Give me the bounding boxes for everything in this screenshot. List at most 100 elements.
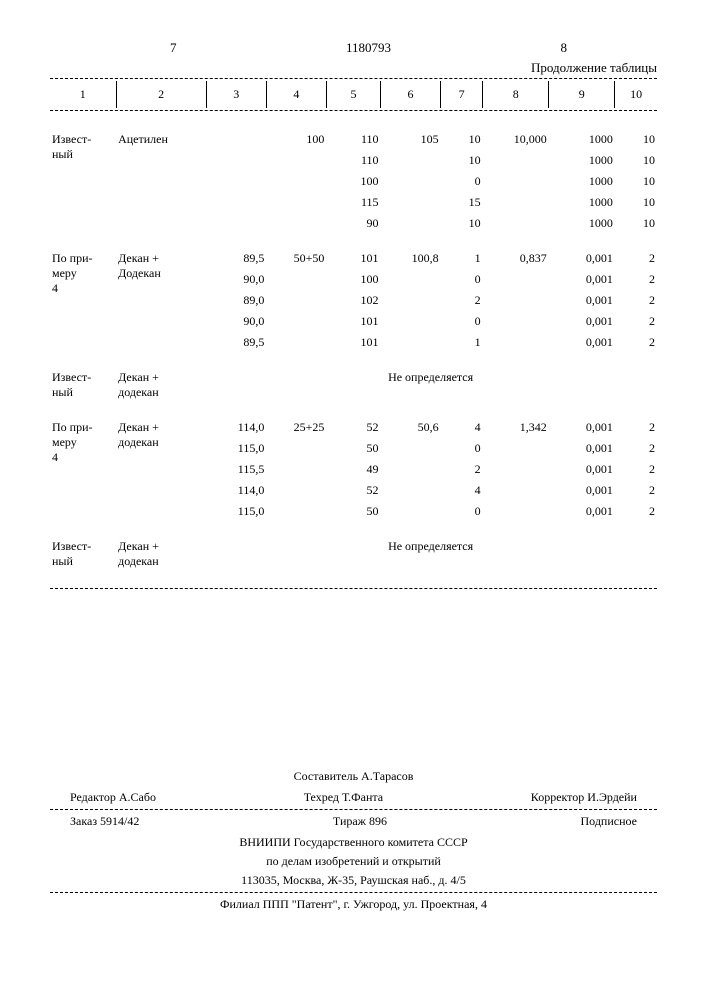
- cell: [381, 269, 441, 290]
- cell: 50: [326, 438, 380, 459]
- cell: [266, 332, 326, 353]
- compiler: Составитель А.Тарасов: [50, 769, 657, 784]
- tech: Техред Т.Фанта: [304, 790, 383, 805]
- cell: Извест- ный: [50, 367, 116, 403]
- cell: 2: [615, 332, 657, 353]
- column-header: 8: [483, 81, 549, 108]
- cell: 100: [326, 171, 380, 192]
- cell: [266, 438, 326, 459]
- cell: 100,8: [381, 248, 441, 269]
- cell: 89,0: [206, 290, 266, 311]
- corrector: Корректор И.Эрдейи: [531, 790, 637, 805]
- cell: [483, 269, 549, 290]
- cell: 1,342: [483, 417, 549, 438]
- cell: 0,001: [549, 332, 615, 353]
- cell: 0,001: [549, 248, 615, 269]
- cell: 1000: [549, 171, 615, 192]
- cell: 105: [381, 129, 441, 150]
- org1: ВНИИПИ Государственного комитета СССР: [50, 835, 657, 850]
- column-header: 9: [549, 81, 615, 108]
- column-header: 6: [381, 81, 441, 108]
- cell: 2: [615, 290, 657, 311]
- column-header: 4: [266, 81, 326, 108]
- cell: [266, 171, 326, 192]
- addr1: 113035, Москва, Ж-35, Раушская наб., д. …: [50, 873, 657, 888]
- cell: 89,5: [206, 248, 266, 269]
- cell: Извест- ный: [50, 536, 116, 572]
- cell: 2: [615, 459, 657, 480]
- table-row: По при- меру 4Декан + Додекан89,550+5010…: [50, 248, 657, 269]
- cell: 0: [441, 438, 483, 459]
- cell: [381, 459, 441, 480]
- top-rule: [50, 78, 657, 79]
- cell: [266, 150, 326, 171]
- column-header: 1: [50, 81, 116, 108]
- cell: 10: [615, 150, 657, 171]
- cell: [381, 171, 441, 192]
- cell: 2: [615, 248, 657, 269]
- cell: 52: [326, 480, 380, 501]
- cell: [266, 480, 326, 501]
- cell: [381, 150, 441, 171]
- cell: 0,001: [549, 480, 615, 501]
- cell: 10,000: [483, 129, 549, 150]
- cell: 10: [615, 129, 657, 150]
- cell: 2: [615, 311, 657, 332]
- cell: 10: [441, 129, 483, 150]
- cell: 50: [326, 501, 380, 522]
- cell: 0,837: [483, 248, 549, 269]
- cell: [381, 311, 441, 332]
- cell: 114,0: [206, 417, 266, 438]
- podpisnoe: Подписное: [581, 814, 638, 829]
- cell: По при- меру 4: [50, 417, 116, 522]
- cell: 2: [615, 501, 657, 522]
- cell: 15: [441, 192, 483, 213]
- cell: [483, 213, 549, 234]
- left-page-num: 7: [170, 40, 177, 56]
- addr2: Филиал ППП "Патент", г. Ужгород, ул. Про…: [50, 897, 657, 912]
- cell: 0: [441, 269, 483, 290]
- cell: 2: [615, 438, 657, 459]
- cell: 110: [326, 129, 380, 150]
- cell: 10: [615, 192, 657, 213]
- cell: [266, 269, 326, 290]
- span-text: Не определяется: [206, 536, 657, 572]
- cell: 10: [615, 171, 657, 192]
- page-header: 7 1180793 8: [50, 40, 657, 56]
- column-header: 7: [441, 81, 483, 108]
- table-row: По при- меру 4Декан + додекан114,025+255…: [50, 417, 657, 438]
- table-row: Извест- ныйАцетилен1001101051010,0001000…: [50, 129, 657, 150]
- cell: [381, 501, 441, 522]
- cell: 10: [441, 213, 483, 234]
- cell: [483, 501, 549, 522]
- cell: 1: [441, 332, 483, 353]
- cell: [381, 192, 441, 213]
- cell: 115,5: [206, 459, 266, 480]
- cell: [266, 192, 326, 213]
- cell: 100: [326, 269, 380, 290]
- cell: 25+25: [266, 417, 326, 438]
- cell: 2: [615, 269, 657, 290]
- cell: 89,5: [206, 332, 266, 353]
- cell: [206, 192, 266, 213]
- order: Заказ 5914/42: [70, 814, 139, 829]
- cell: 115: [326, 192, 380, 213]
- cell: Декан + додекан: [116, 417, 206, 522]
- cell: 0,001: [549, 459, 615, 480]
- table-row: Извест- ныйДекан + додеканНе определяетс…: [50, 367, 657, 403]
- cell: 90,0: [206, 269, 266, 290]
- cell: 52: [326, 417, 380, 438]
- cell: [266, 213, 326, 234]
- cell: 4: [441, 417, 483, 438]
- cell: [483, 438, 549, 459]
- table-row: Извест- ныйДекан + додеканНе определяетс…: [50, 536, 657, 572]
- cell: 0,001: [549, 269, 615, 290]
- cell: 50,6: [381, 417, 441, 438]
- cell: 2: [441, 290, 483, 311]
- cell: 1000: [549, 192, 615, 213]
- cell: 90: [326, 213, 380, 234]
- cell: [266, 290, 326, 311]
- data-table: 12345678910Извест- ныйАцетилен1001101051…: [50, 81, 657, 586]
- cell: 100: [266, 129, 326, 150]
- footer-block: Составитель А.Тарасов Редактор А.Сабо Те…: [50, 769, 657, 912]
